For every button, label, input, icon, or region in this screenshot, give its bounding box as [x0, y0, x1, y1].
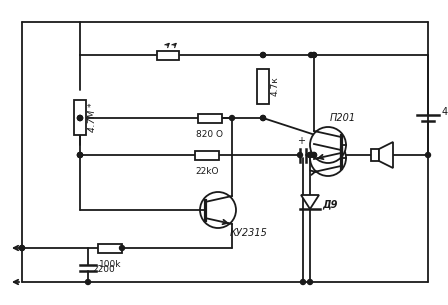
Circle shape	[78, 116, 82, 120]
Circle shape	[229, 116, 234, 120]
Text: 820 О: 820 О	[197, 130, 224, 139]
Circle shape	[78, 152, 82, 157]
Bar	[157, 51, 179, 59]
Bar	[198, 113, 222, 123]
Circle shape	[120, 246, 125, 250]
Text: 2200: 2200	[92, 265, 115, 275]
Bar	[371, 149, 379, 161]
Bar	[257, 69, 269, 103]
Circle shape	[78, 116, 82, 120]
Circle shape	[297, 152, 302, 157]
Circle shape	[311, 52, 316, 58]
Circle shape	[260, 52, 266, 58]
Polygon shape	[301, 195, 319, 209]
Text: Д9: Д9	[322, 199, 337, 209]
Text: 4.7M *: 4.7M *	[88, 102, 97, 132]
Circle shape	[78, 116, 82, 120]
Circle shape	[311, 52, 316, 58]
Circle shape	[310, 140, 346, 176]
Text: КУ2315: КУ2315	[230, 228, 268, 238]
Text: 22kО: 22kО	[195, 167, 219, 176]
Circle shape	[78, 152, 82, 157]
Text: 2μ: 2μ	[315, 152, 327, 162]
Circle shape	[309, 52, 314, 58]
Polygon shape	[379, 142, 393, 168]
Circle shape	[307, 279, 313, 285]
Text: +: +	[297, 136, 305, 146]
Circle shape	[311, 152, 316, 157]
Circle shape	[260, 52, 266, 58]
Circle shape	[20, 246, 25, 250]
Text: 100k: 100k	[99, 260, 121, 269]
Text: 4.5V: 4.5V	[442, 107, 448, 117]
Circle shape	[310, 127, 346, 163]
Bar	[98, 243, 122, 253]
Circle shape	[301, 279, 306, 285]
Circle shape	[20, 246, 25, 250]
Circle shape	[86, 279, 90, 285]
Text: 4.7к: 4.7к	[271, 76, 280, 96]
Bar	[195, 150, 219, 160]
Circle shape	[78, 152, 82, 157]
Circle shape	[260, 116, 266, 120]
Circle shape	[311, 152, 316, 157]
Text: П201: П201	[330, 113, 356, 123]
Bar	[74, 99, 86, 135]
Circle shape	[200, 192, 236, 228]
Circle shape	[426, 152, 431, 157]
Circle shape	[307, 152, 313, 157]
Circle shape	[307, 152, 313, 157]
Circle shape	[260, 116, 266, 120]
